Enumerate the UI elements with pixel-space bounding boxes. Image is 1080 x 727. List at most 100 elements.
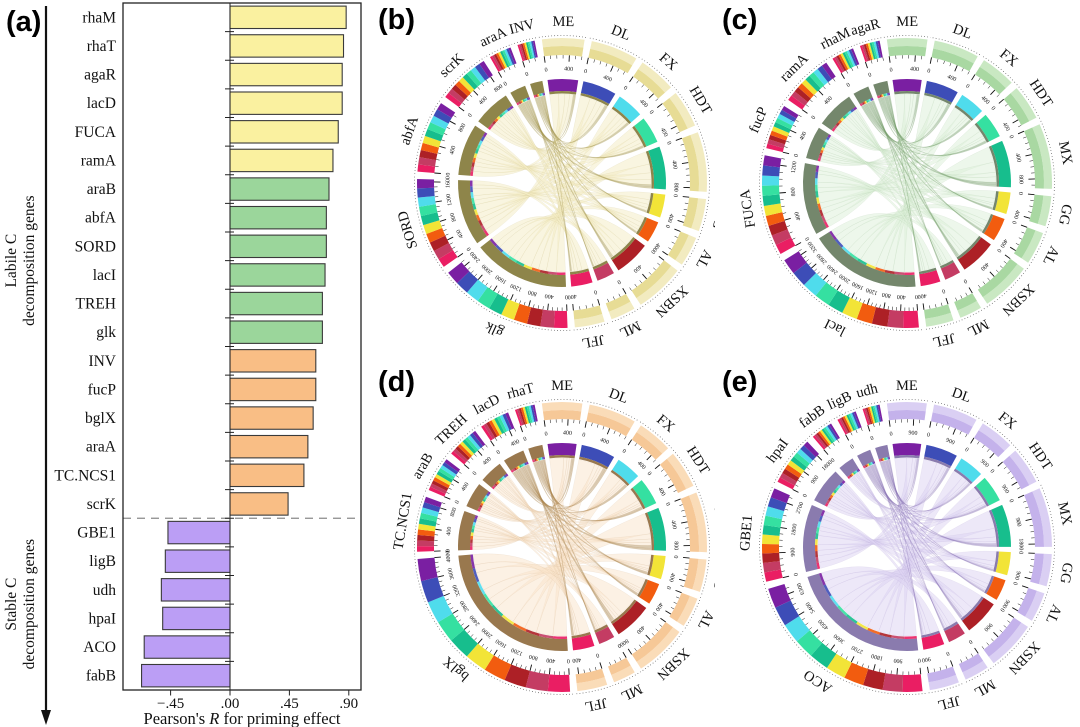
bar-ACO	[143, 635, 231, 659]
sector-label-JFL: JFL	[936, 692, 962, 713]
svg-text:900: 900	[790, 547, 796, 556]
svg-text:800: 800	[618, 637, 629, 647]
svg-text:0: 0	[850, 444, 856, 451]
bar-fabB	[141, 663, 231, 688]
stable-c-group-label: Stable C	[3, 578, 20, 631]
svg-text:900: 900	[1000, 484, 1010, 495]
sector-label-AL: AL	[1042, 602, 1065, 626]
sector-label-FX: FX	[656, 50, 681, 75]
sector-label-GG: GG	[709, 207, 715, 231]
bar-scrK	[229, 492, 289, 516]
bar-SORD	[229, 234, 327, 259]
svg-text:1200: 1200	[510, 646, 523, 656]
svg-text:0: 0	[665, 585, 672, 590]
bar-INV	[229, 349, 317, 373]
panel-label-b: (b)	[378, 4, 416, 36]
bar-label-lacD: lacD	[87, 95, 116, 112]
sector-MX: 0 400 800 MX	[1007, 120, 1075, 192]
svg-text:800: 800	[529, 653, 539, 661]
sector-label-FX: FX	[653, 412, 678, 437]
svg-text:0: 0	[523, 436, 528, 443]
svg-text:400: 400	[799, 131, 808, 142]
svg-text:400: 400	[456, 228, 465, 239]
sector-label-ML: ML	[971, 676, 998, 701]
bar-fucP	[229, 377, 317, 402]
svg-text:400: 400	[917, 292, 927, 299]
bar-araB	[229, 177, 330, 201]
panel-label-e: (e)	[722, 366, 758, 398]
svg-text:0: 0	[794, 153, 801, 157]
svg-text:900: 900	[979, 459, 990, 470]
svg-text:2400: 2400	[469, 614, 481, 627]
sector-label-SORD: SORD	[395, 209, 422, 251]
svg-text:0: 0	[651, 611, 658, 617]
sector-label-MX: MX	[712, 146, 715, 172]
sector-label-ligB: ligB	[825, 388, 854, 413]
svg-text:0: 0	[648, 110, 655, 116]
bar-label-SORD: SORD	[75, 238, 116, 255]
svg-text:400: 400	[980, 95, 991, 106]
sector-label-DL: DL	[951, 21, 975, 43]
svg-text:1200: 1200	[865, 286, 878, 295]
panel-label-c: (c)	[722, 4, 758, 36]
sector-label-araA: araA	[477, 24, 510, 51]
bar-label-abfA: abfA	[85, 210, 117, 227]
bar-label-hpaI: hpaI	[88, 610, 116, 627]
svg-text:800: 800	[450, 212, 458, 222]
svg-text:0: 0	[616, 642, 622, 649]
sector-JFL: 0 400 JFL	[572, 652, 611, 715]
svg-text:0: 0	[1007, 134, 1014, 139]
bar-label-bglX: bglX	[85, 410, 116, 427]
svg-text:2800: 2800	[459, 599, 470, 612]
sector-label-GBE1: GBE1	[737, 514, 756, 552]
bar-rhaM	[229, 5, 347, 30]
svg-text:400: 400	[461, 482, 471, 493]
svg-text:0: 0	[802, 493, 809, 498]
svg-text:0: 0	[889, 67, 893, 73]
bar-label-araB: araB	[87, 181, 116, 198]
svg-text:800: 800	[672, 183, 678, 192]
sector-label-ME: ME	[896, 14, 918, 30]
bar-lacD	[229, 91, 343, 115]
sector-label-rhaT: rhaT	[505, 380, 536, 403]
sector-label-MX: MX	[1054, 501, 1075, 528]
svg-text:900: 900	[810, 475, 820, 486]
svg-text:0: 0	[616, 278, 622, 285]
svg-text:400: 400	[794, 211, 802, 221]
labile-c-group-label: Labile C	[3, 234, 20, 288]
sector-label-HDT: HDT	[683, 444, 713, 478]
sector-label-DL: DL	[607, 385, 631, 407]
svg-text:1800: 1800	[791, 523, 799, 536]
x-tick-label: .90	[339, 696, 358, 712]
bar-label-FUCA: FUCA	[75, 124, 117, 141]
svg-text:0: 0	[472, 471, 479, 477]
svg-text:0: 0	[649, 249, 656, 255]
svg-text:0: 0	[1011, 581, 1018, 586]
sector-DL: 0 400 DL	[583, 22, 641, 84]
sector-label-abfA: abfA	[397, 114, 422, 147]
svg-text:3600: 3600	[447, 567, 456, 580]
svg-text:0: 0	[593, 288, 598, 295]
panel-a-bar-chart: rhaM rhaT agaR lacD FUCA ramA araB abfA SORD lacI…	[3, 2, 362, 727]
bar-label-lacI: lacI	[93, 267, 116, 284]
bar-label-TREH: TREH	[76, 296, 116, 313]
sector-label-AL: AL	[1039, 243, 1062, 267]
sector-label-AL: AL	[692, 247, 715, 272]
svg-text:2400: 2400	[826, 263, 839, 275]
svg-text:400: 400	[946, 74, 957, 83]
svg-text:0: 0	[989, 468, 995, 474]
sector-ME: 0 400 ME	[883, 14, 931, 74]
bar-label-fucP: fucP	[88, 381, 116, 398]
sector-label-FX: FX	[996, 46, 1021, 70]
svg-text:0: 0	[889, 431, 893, 437]
svg-text:0: 0	[622, 85, 628, 92]
svg-text:400: 400	[1012, 209, 1020, 219]
svg-text:0: 0	[995, 247, 1002, 253]
bar-label-fabB: fabB	[86, 668, 116, 685]
sector-label-HDT: HDT	[1026, 77, 1056, 111]
svg-text:0: 0	[621, 448, 627, 455]
